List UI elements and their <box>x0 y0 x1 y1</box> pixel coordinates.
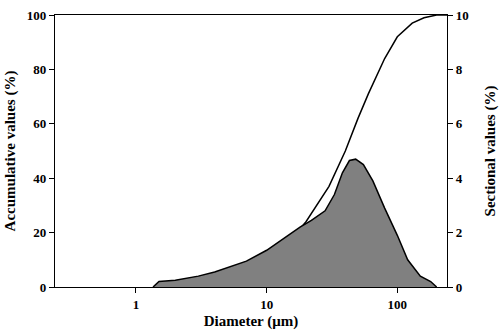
svg-text:6: 6 <box>456 116 463 131</box>
svg-text:100: 100 <box>27 8 47 23</box>
svg-text:20: 20 <box>33 225 46 240</box>
svg-text:4: 4 <box>456 171 463 186</box>
svg-text:Accumulative values (%): Accumulative values (%) <box>2 71 19 232</box>
svg-text:Sectional values (%): Sectional values (%) <box>482 86 499 217</box>
svg-text:0: 0 <box>40 280 47 295</box>
svg-text:10: 10 <box>456 8 469 23</box>
svg-text:Diameter (μm): Diameter (μm) <box>204 313 298 330</box>
svg-text:100: 100 <box>388 297 408 312</box>
svg-text:2: 2 <box>456 225 463 240</box>
svg-text:0: 0 <box>456 280 463 295</box>
svg-text:60: 60 <box>33 116 46 131</box>
svg-text:40: 40 <box>33 171 46 186</box>
svg-text:1: 1 <box>133 297 140 312</box>
svg-text:10: 10 <box>260 297 273 312</box>
svg-text:80: 80 <box>33 62 46 77</box>
svg-text:8: 8 <box>456 62 463 77</box>
